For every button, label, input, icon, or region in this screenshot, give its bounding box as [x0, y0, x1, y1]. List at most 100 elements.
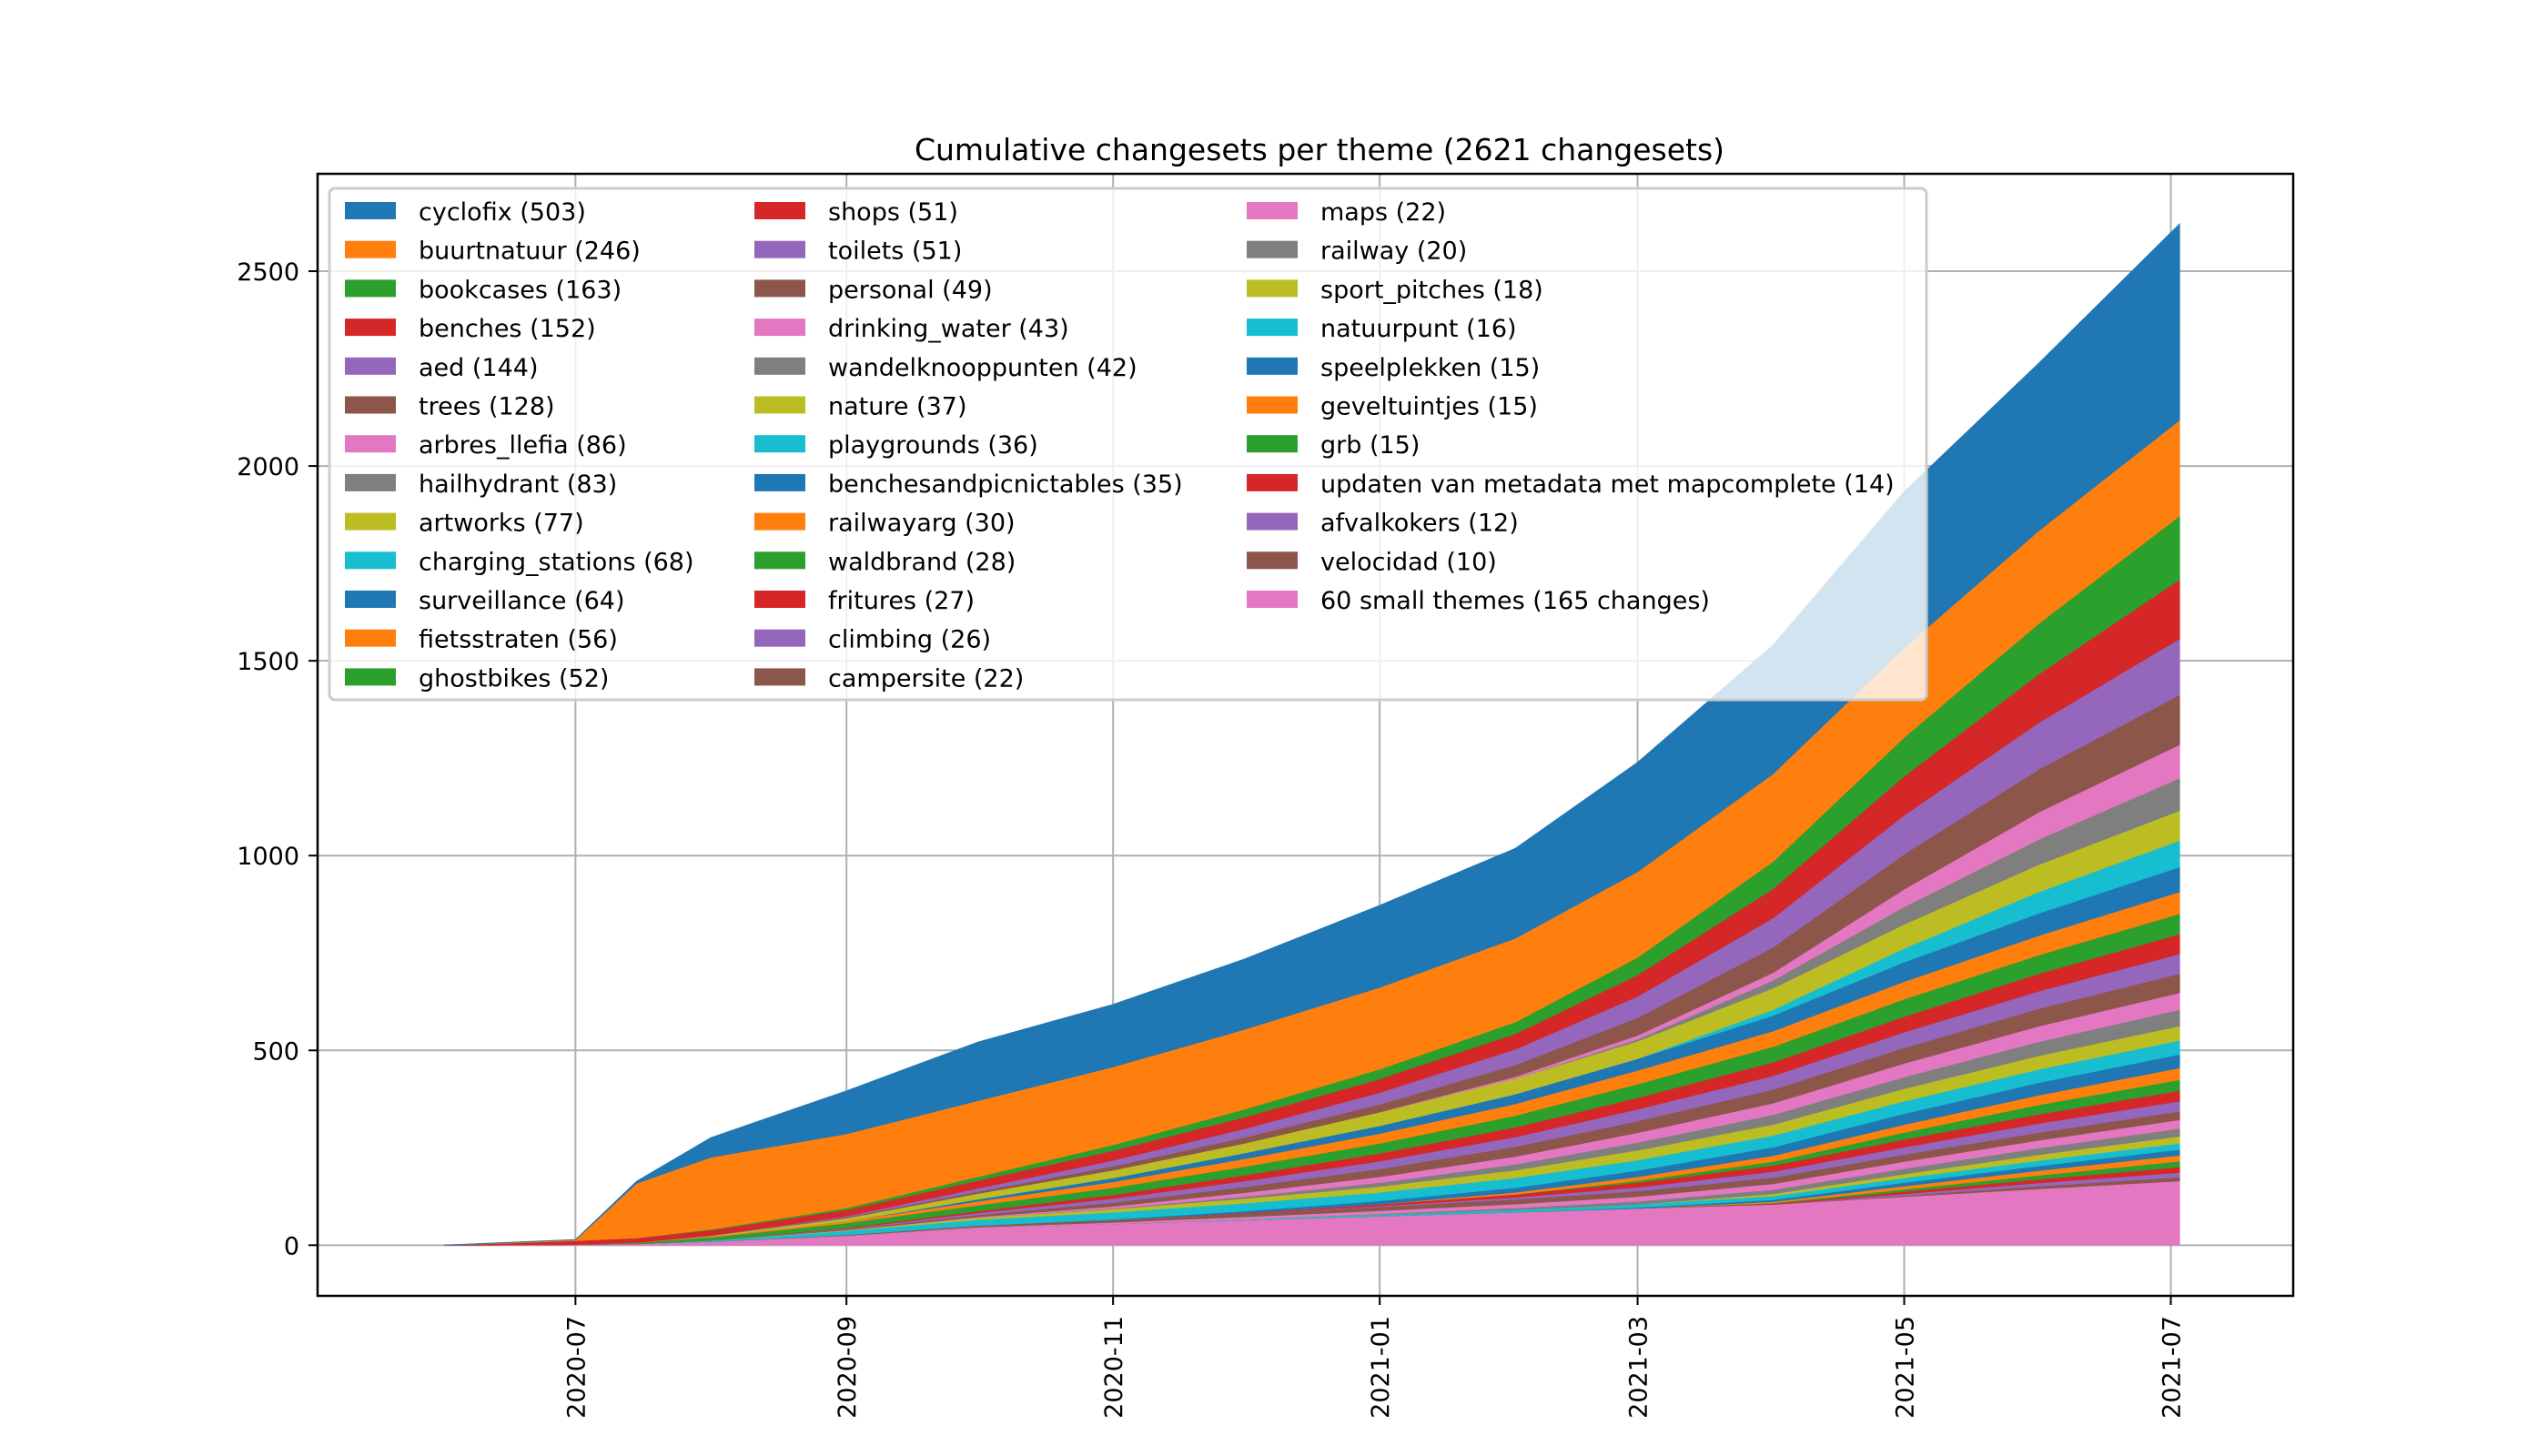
- legend-item: grb (15): [1247, 431, 1420, 460]
- stacked-areas: [444, 223, 2180, 1246]
- y-tick-label: 1000: [237, 843, 299, 871]
- legend-label: surveillance (64): [419, 587, 625, 615]
- legend-label: ghostbikes (52): [419, 664, 609, 693]
- y-tick-label: 0: [284, 1232, 299, 1260]
- legend-swatch: [345, 357, 396, 375]
- legend-swatch: [754, 668, 805, 686]
- legend-item: geveltuintjes (15): [1247, 393, 1538, 421]
- legend-label: artworks (77): [419, 510, 584, 538]
- chart-title: Cumulative changesets per theme (2621 ch…: [915, 132, 1724, 167]
- y-tick-label: 2000: [237, 453, 299, 481]
- legend-swatch: [1247, 396, 1298, 414]
- legend-label: cyclofix (503): [419, 198, 586, 227]
- x-tick-label: 2021-05: [1892, 1316, 1920, 1419]
- legend-item: wandelknooppunten (42): [754, 354, 1138, 382]
- legend-label: velocidad (10): [1320, 548, 1497, 576]
- legend-swatch: [1247, 202, 1298, 219]
- x-axis: 2020-07 2020-09 2020-11 2021-01 2021-03 2021-…: [562, 1296, 2187, 1419]
- legend-label: hailhydrant (83): [419, 470, 617, 499]
- legend-item: fietsstraten (56): [345, 626, 618, 654]
- legend-label: maps (22): [1320, 198, 1446, 227]
- legend-item: charging_stations (68): [345, 548, 694, 576]
- legend-item: benches (152): [345, 315, 596, 343]
- legend-swatch: [1247, 435, 1298, 453]
- legend-label: trees (128): [419, 393, 555, 421]
- legend-item: buurtnatuur (246): [345, 238, 641, 266]
- legend-label: playgrounds (36): [828, 431, 1038, 460]
- axes-frame: [316, 172, 2295, 1298]
- legend-label: arbres_llefia (86): [419, 431, 627, 460]
- legend-item: bookcases (163): [345, 276, 622, 304]
- legend-item: updaten van metadata met mapcomplete (14…: [1247, 470, 1895, 499]
- legend-label: waldbrand (28): [828, 548, 1016, 576]
- legend-label: grb (15): [1320, 431, 1420, 460]
- legend-swatch: [754, 591, 805, 608]
- legend-swatch: [754, 279, 805, 298]
- legend-label: aed (144): [419, 354, 538, 382]
- legend-swatch: [345, 435, 396, 453]
- legend-item: artworks (77): [345, 510, 584, 538]
- legend-item: shops (51): [754, 198, 958, 227]
- legend-item: 60 small themes (165 changes): [1247, 587, 1710, 615]
- legend-swatch: [345, 668, 396, 686]
- legend-label: benchesandpicnictables (35): [828, 470, 1183, 499]
- x-tick-label: 2020-07: [562, 1316, 591, 1419]
- legend-item: cyclofix (503): [345, 198, 586, 227]
- legend-label: campersite (22): [828, 664, 1024, 693]
- y-axis: 0 500 1000 1500 2000 2500: [237, 258, 318, 1260]
- legend-swatch: [345, 591, 396, 608]
- legend-item: toilets (51): [754, 238, 962, 266]
- legend-label: 60 small themes (165 changes): [1320, 587, 1710, 615]
- legend-item: nature (37): [754, 393, 966, 421]
- legend-label: fietsstraten (56): [419, 626, 618, 654]
- legend: cyclofix (503) buurtnatuur (246) bookcases…: [328, 187, 1928, 702]
- y-tick-label: 500: [252, 1037, 299, 1066]
- legend-item: afvalkokers (12): [1247, 510, 1519, 538]
- legend-item: ghostbikes (52): [345, 664, 609, 693]
- legend-label: bookcases (163): [419, 276, 622, 304]
- legend-item: aed (144): [345, 354, 538, 382]
- x-tick-label: 2021-03: [1625, 1316, 1653, 1419]
- legend-swatch: [754, 202, 805, 219]
- legend-swatch: [345, 551, 396, 570]
- legend-swatch: [345, 318, 396, 337]
- legend-box: [328, 187, 1928, 702]
- legend-label: charging_stations (68): [419, 548, 694, 576]
- legend-label: climbing (26): [828, 626, 991, 654]
- legend-item: climbing (26): [754, 626, 991, 654]
- legend-label: personal (49): [828, 276, 993, 304]
- legend-swatch: [754, 512, 805, 531]
- legend-label: speelplekken (15): [1320, 354, 1540, 382]
- legend-swatch: [1247, 551, 1298, 570]
- legend-label: nature (37): [828, 393, 966, 421]
- legend-item: drinking_water (43): [754, 315, 1069, 343]
- legend-label: geveltuintjes (15): [1320, 393, 1538, 421]
- legend-swatch: [754, 396, 805, 414]
- area-cyclofix: [444, 223, 2180, 1246]
- legend-swatch: [754, 551, 805, 570]
- legend-item: waldbrand (28): [754, 548, 1016, 576]
- legend-swatch: [754, 473, 805, 491]
- legend-item: hailhydrant (83): [345, 470, 617, 499]
- legend-item: surveillance (64): [345, 587, 625, 615]
- legend-label: updaten van metadata met mapcomplete (14…: [1320, 470, 1895, 499]
- legend-label: afvalkokers (12): [1320, 510, 1519, 538]
- legend-swatch: [754, 435, 805, 453]
- legend-item: benchesandpicnictables (35): [754, 470, 1183, 499]
- legend-label: fritures (27): [828, 587, 975, 615]
- legend-swatch: [1247, 591, 1298, 608]
- legend-item: personal (49): [754, 276, 993, 304]
- legend-swatch: [1247, 473, 1298, 491]
- x-tick-label: 2021-01: [1367, 1316, 1395, 1419]
- legend-item: fritures (27): [754, 587, 975, 615]
- legend-label: railwayarg (30): [828, 510, 1016, 538]
- legend-swatch: [754, 357, 805, 375]
- legend-swatch: [345, 202, 396, 219]
- y-tick-label: 1500: [237, 648, 299, 676]
- legend-swatch: [1247, 318, 1298, 337]
- legend-item: playgrounds (36): [754, 431, 1038, 460]
- legend-swatch: [345, 240, 396, 258]
- legend-item: maps (22): [1247, 198, 1446, 227]
- legend-label: sport_pitches (18): [1320, 276, 1543, 304]
